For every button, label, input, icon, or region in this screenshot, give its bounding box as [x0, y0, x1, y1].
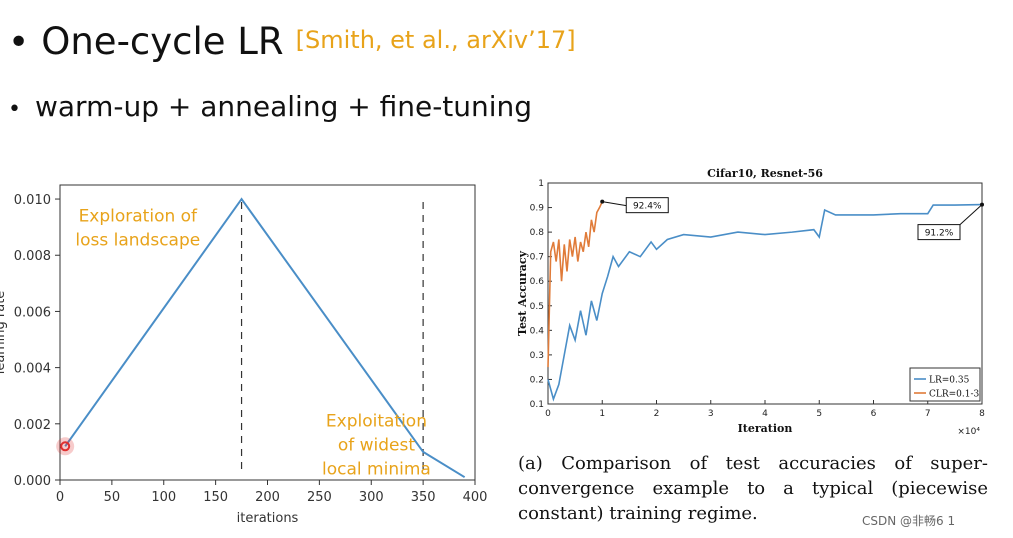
start-point-glow: [56, 437, 75, 456]
x-tick-label: 4: [762, 409, 768, 419]
y-tick-label: 0.002: [14, 418, 51, 433]
slide-subtitle: warm-up + annealing + fine-tuning: [34, 90, 533, 123]
x-tick-label: 2: [654, 409, 660, 419]
y-tick-label: 0.4: [530, 326, 545, 336]
y-tick-label: 0.006: [14, 305, 51, 320]
x-tick-label: 200: [255, 490, 280, 505]
slide-subtitle-row: • warm-up + annealing + fine-tuning: [8, 90, 532, 123]
legend-label: CLR=0.1-3: [929, 390, 980, 400]
title-bullet: •: [8, 22, 30, 63]
chart-title: Cifar10, Resnet-56: [707, 167, 823, 180]
lr-series-line: [64, 197, 466, 479]
exploration-annotation: Exploration of loss landscape: [75, 207, 200, 251]
watermark: CSDN @非畅6 1: [862, 514, 956, 528]
x-tick-label: 350: [411, 490, 436, 505]
start-point-marker: [60, 441, 71, 452]
x-tick-label: 1: [599, 409, 605, 419]
y-tick-label: 0.7: [530, 253, 544, 263]
annotation-label-clr: 92.4%: [633, 202, 662, 212]
annotation-box: [625, 197, 669, 214]
legend-label: LR=0.35: [929, 376, 970, 386]
annotation-line: local minima: [322, 460, 431, 480]
y-tick-label: 0.2: [530, 375, 544, 385]
legend-box: [909, 367, 981, 402]
y-tick-label: 0.008: [14, 249, 51, 264]
x-tick-label: 400: [463, 490, 488, 505]
x-tick-label: 100: [151, 490, 176, 505]
x-tick-label: 0: [545, 409, 551, 419]
annotation-leader: [602, 201, 627, 207]
subtitle-bullet: •: [8, 97, 21, 122]
x-tick-label: 300: [359, 490, 384, 505]
x-tick-label: 8: [979, 409, 985, 419]
annotation-line: Exploitation: [326, 412, 427, 432]
lr-series-line: [547, 203, 983, 402]
slide-title-row: • One-cycle LR [Smith, et al., arXiv’17]: [8, 20, 576, 63]
y-axis-label: learning rate: [0, 291, 8, 375]
y-tick-label: 0.5: [530, 302, 544, 312]
y-tick-label: 0.6: [530, 277, 545, 287]
x-tick-label: 5: [816, 409, 822, 419]
y-tick-label: 0.8: [530, 228, 545, 238]
y-tick-label: 0.000: [14, 474, 51, 489]
x-scale-label: ×10⁴: [957, 427, 980, 437]
figure-caption: (a) Comparison of test accuracies of sup…: [518, 453, 988, 524]
annotation-line: of widest: [338, 436, 416, 456]
lr-schedule-chart: 0 50 100 150 200 250 300 350 400 0.000 0.002 0.004 0…: [0, 184, 488, 526]
x-axis-label: Iteration: [738, 422, 793, 435]
y-tick-label: 0.3: [530, 351, 544, 361]
x-tick-label: 250: [307, 490, 332, 505]
annotation-line: Exploration of: [79, 207, 198, 227]
x-tick-label: 3: [708, 409, 714, 419]
x-tick-label: 150: [203, 490, 228, 505]
citation: [Smith, et al., arXiv’17]: [295, 26, 576, 54]
x-axis-label: iterations: [237, 511, 299, 526]
annotation-box: [917, 224, 961, 241]
x-tick-label: 0: [56, 490, 64, 505]
y-tick-label: 0.010: [14, 193, 51, 208]
y-tick-label: 1: [538, 179, 544, 189]
x-tick-label: 50: [104, 490, 121, 505]
clr-series-line: [547, 201, 603, 368]
x-tick-label: 6: [871, 409, 877, 419]
y-tick-label: 0.9: [530, 204, 545, 214]
slide-title: One-cycle LR: [41, 20, 284, 63]
y-tick-label: 0.004: [14, 362, 51, 377]
y-tick-label: 0.1: [530, 400, 544, 410]
x-tick-label: 7: [925, 409, 931, 419]
annotation-line: loss landscape: [75, 231, 200, 251]
annotation-point: [600, 199, 605, 204]
exploitation-annotation: Exploitation of widest local minima: [322, 412, 431, 480]
y-axis-label: Test Accuracy: [516, 250, 529, 336]
accuracy-chart: Cifar10, Resnet-56 0 1 2 3 4 5 6 7 8 0.1 0.2 0.3 0.4 0…: [516, 167, 985, 437]
annotation-leader: [959, 204, 983, 225]
annotation-point: [980, 202, 984, 207]
annotation-label-lr: 91.2%: [925, 229, 954, 239]
